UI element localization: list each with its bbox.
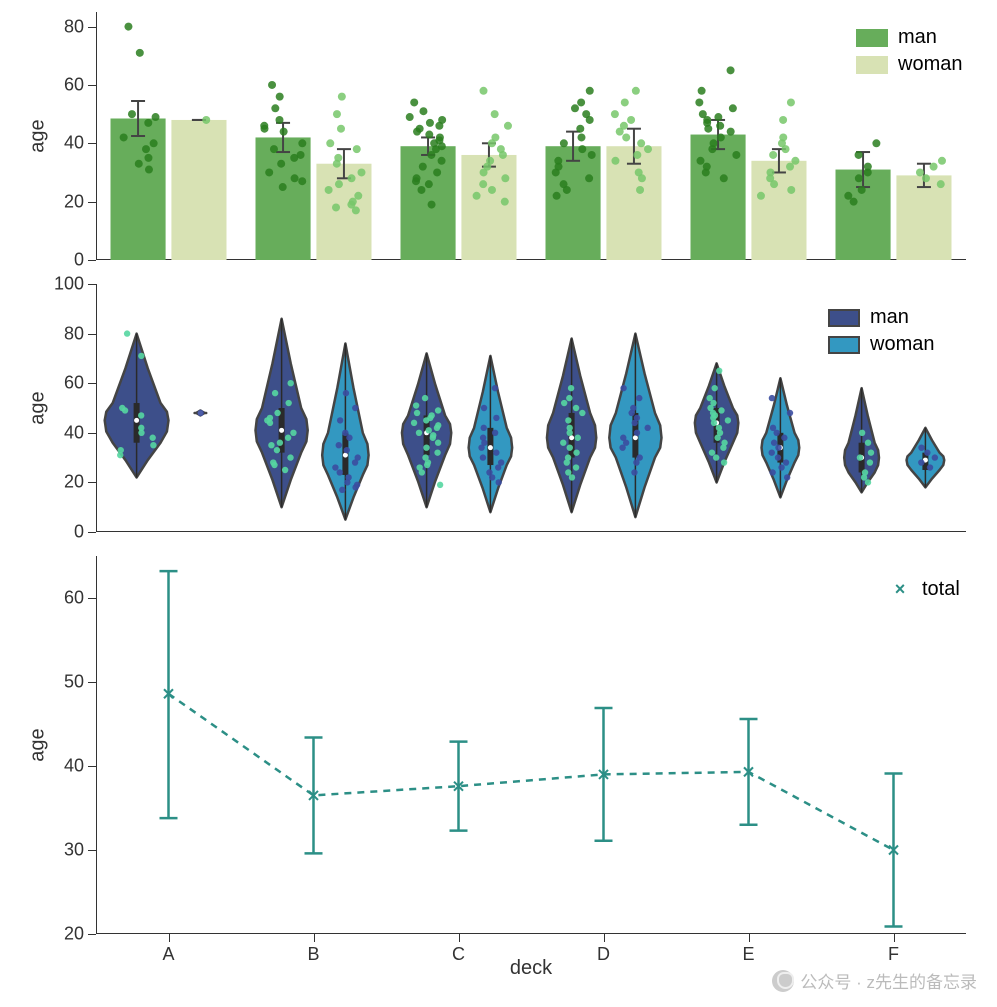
figure: age man woman 020406080 age man wom (0, 0, 997, 1007)
point-chart-panel: age deck × total 2030405060ABCDEF (96, 556, 966, 934)
x-tick-label: A (162, 934, 174, 965)
x-tick-label: B (307, 934, 319, 965)
watermark-text: 公众号 · z先生的备忘录 (800, 968, 977, 993)
legend-marker-x-icon: × (888, 579, 912, 600)
legend-item-woman: woman (856, 53, 962, 76)
y-tick-label: 40 (64, 756, 96, 777)
legend-label: woman (870, 333, 934, 356)
y-tick-label: 20 (64, 472, 96, 493)
y-tick-label: 20 (64, 924, 96, 945)
y-axis-label: age (27, 728, 50, 761)
y-tick-label: 80 (64, 323, 96, 344)
x-tick-label: F (888, 934, 899, 965)
y-tick-label: 20 (64, 191, 96, 212)
y-axis-label: age (27, 119, 50, 152)
legend-item-man: man (828, 306, 934, 329)
y-axis-label: age (27, 391, 50, 424)
x-tick-label: D (597, 934, 610, 965)
wechat-icon (772, 970, 794, 992)
bar-legend: man woman (856, 26, 962, 76)
legend-label: total (922, 578, 960, 601)
legend-label: woman (898, 53, 962, 76)
legend-item-total: × total (888, 578, 960, 601)
legend-item-woman: woman (828, 333, 934, 356)
point-legend: × total (888, 578, 960, 601)
y-tick-label: 0 (74, 250, 96, 271)
legend-patch (856, 56, 888, 74)
legend-patch (856, 29, 888, 47)
bar-chart-svg (96, 12, 966, 260)
y-tick-label: 30 (64, 840, 96, 861)
legend-item-man: man (856, 26, 962, 49)
point-chart-svg (96, 556, 966, 934)
y-tick-label: 40 (64, 422, 96, 443)
x-tick-label: E (742, 934, 754, 965)
x-axis-label: deck (510, 957, 552, 980)
legend-label: man (870, 306, 909, 329)
y-tick-label: 40 (64, 133, 96, 154)
watermark: 公众号 · z先生的备忘录 (772, 968, 977, 993)
x-tick-label: C (452, 934, 465, 965)
y-tick-label: 60 (64, 588, 96, 609)
y-tick-label: 60 (64, 373, 96, 394)
violin-legend: man woman (828, 306, 934, 356)
legend-patch (828, 336, 860, 354)
y-tick-label: 80 (64, 16, 96, 37)
violin-chart-panel: age man woman 020406080100 (96, 284, 966, 532)
bar-chart-panel: age man woman 020406080 (96, 12, 966, 260)
y-tick-label: 50 (64, 672, 96, 693)
y-tick-label: 60 (64, 74, 96, 95)
legend-label: man (898, 26, 937, 49)
legend-patch (828, 309, 860, 327)
y-tick-label: 100 (54, 274, 96, 295)
y-tick-label: 0 (74, 522, 96, 543)
